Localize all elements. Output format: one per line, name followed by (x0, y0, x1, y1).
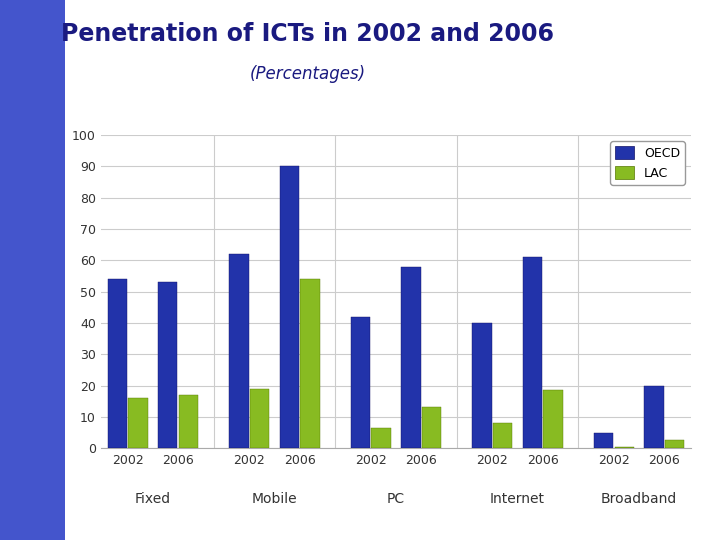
Text: Internet: Internet (490, 492, 545, 506)
Text: PC: PC (387, 492, 405, 506)
Bar (250, 389, 269, 448)
Text: (Percentages): (Percentages) (249, 65, 366, 83)
Bar (372, 428, 391, 448)
Bar (493, 423, 513, 448)
Text: Fixed: Fixed (135, 492, 171, 506)
Bar (644, 386, 664, 448)
Bar (179, 395, 198, 448)
Bar (300, 279, 320, 448)
Bar (594, 433, 613, 448)
Bar (544, 390, 563, 448)
Bar (665, 441, 684, 448)
Text: Penetration of ICTs in 2002 and 2006: Penetration of ICTs in 2002 and 2006 (61, 22, 554, 45)
Bar (523, 257, 542, 448)
Bar (615, 447, 634, 448)
Bar (128, 398, 148, 448)
Bar (108, 279, 127, 448)
Legend: OECD, LAC: OECD, LAC (610, 141, 685, 185)
Bar (422, 408, 441, 448)
Text: Mobile: Mobile (252, 492, 297, 506)
Text: Broadband: Broadband (601, 492, 678, 506)
Bar (401, 267, 420, 448)
Bar (158, 282, 177, 448)
Bar (472, 323, 492, 448)
Bar (351, 316, 370, 448)
Bar (279, 166, 299, 448)
Bar (229, 254, 248, 448)
